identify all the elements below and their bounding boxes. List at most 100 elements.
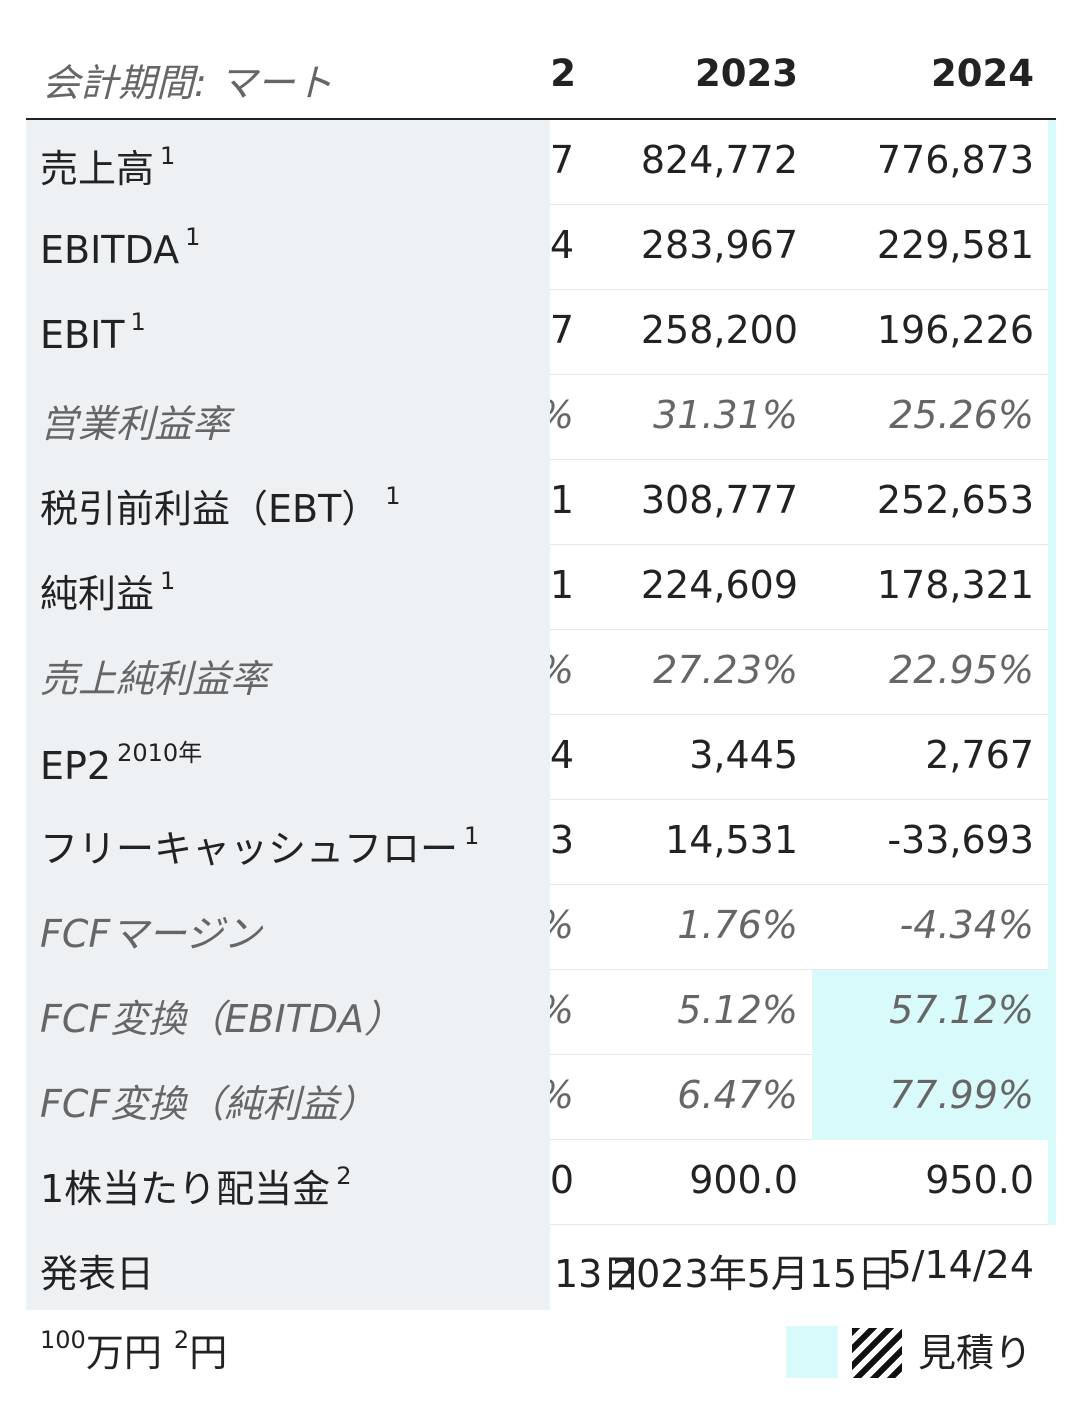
row-label-text: EP2 — [40, 744, 112, 788]
table-row: 売上純利益率% 27.23% 22.95% — [26, 630, 1056, 715]
value-2024: 25.26% — [889, 393, 1034, 437]
row-label-text: 税引前利益（EBT） — [40, 487, 380, 531]
row-label-cell: EBIT 1 — [26, 290, 550, 375]
table-row: 1株当たり配当金 2 0 900.0 950.0 — [26, 1140, 1056, 1225]
table-header: 会計期間: マート 2022 2023 2024 — [26, 34, 1056, 120]
row-label-text: EBITDA — [40, 228, 180, 272]
footnote-marker: 1 — [160, 567, 176, 595]
value-2023: 824,772 — [640, 138, 798, 182]
clipped-year-header: 2022 — [552, 52, 576, 95]
clipped-prior-value: 4 — [550, 223, 574, 271]
clipped-prior-text: % — [550, 393, 574, 437]
financial-table: 会計期間: マート 2022 2023 2024 売上高17824,772776… — [26, 34, 1056, 1310]
table-row: EP2 2010年 4 3,445 2,767 — [26, 715, 1056, 800]
clipped-prior-text: % — [550, 1073, 574, 1117]
row-label-cell: 1株当たり配当金 2 — [26, 1140, 550, 1225]
period-label: 会計期間: マート — [42, 61, 333, 105]
clipped-prior-text: % — [550, 988, 574, 1032]
clipped-prior-text: 4 — [550, 223, 574, 267]
value-2023: 900.0 — [689, 1158, 798, 1202]
table-row: 営業利益率% 31.31% 25.26% — [26, 375, 1056, 460]
estimate-highlight — [812, 1055, 1056, 1140]
row-label-cell: EP2 2010年 — [26, 715, 550, 800]
value-2023: 283,967 — [640, 223, 798, 267]
row-label: フリーキャッシュフロー 1 — [40, 818, 479, 873]
clipped-prior-value: % — [550, 648, 574, 696]
row-label: 発表日 — [40, 1252, 155, 1296]
value-2023: 5.12% — [677, 988, 798, 1032]
row-label: 税引前利益（EBT） 1 — [40, 478, 401, 533]
clipped-prior-value: 4 — [550, 733, 574, 781]
table-row: 税引前利益（EBT） 1 1 308,777 252,653 — [26, 460, 1056, 545]
estimate-strip — [1048, 630, 1056, 715]
clipped-prior-value: 1 — [550, 478, 574, 526]
footnote-marker: 1 — [160, 142, 176, 170]
estimate-strip — [1048, 715, 1056, 800]
table-row: フリーキャッシュフロー 1 3 14,531 -33,693 — [26, 800, 1056, 885]
table-row: 純利益 1 1 224,609 178,321 — [26, 545, 1056, 630]
footnote-marker: 2 — [336, 1162, 352, 1190]
row-label-cell: 発表日 — [26, 1225, 550, 1310]
row-label: 営業利益率 — [40, 393, 230, 448]
row-label-text: 1株当たり配当金 — [40, 1167, 331, 1211]
clipped-prior-text: 1 — [550, 478, 574, 522]
value-2023: 6.47% — [677, 1073, 798, 1117]
year-header-2023[interactable]: 2023 — [695, 52, 798, 95]
footnote-marker: 2010年 — [117, 739, 203, 767]
estimate-strip — [1048, 885, 1056, 970]
value-2023: 224,609 — [640, 563, 798, 607]
legend-estimate-hatch-icon — [852, 1328, 902, 1378]
row-label: EP2 2010年 — [40, 733, 202, 788]
value-2024: 178,321 — [876, 563, 1034, 607]
table-row: FCF変換（純利益）% 6.47% 77.99% — [26, 1055, 1056, 1140]
row-label-cell: 税引前利益（EBT） 1 — [26, 460, 550, 545]
row-label: FCF変換（純利益） — [40, 1073, 376, 1128]
date-2023: 2023年5月15日 — [612, 1252, 896, 1296]
table-row: 売上高 1 7 824,772 776,873 — [26, 120, 1056, 205]
value-2024: 229,581 — [876, 223, 1034, 267]
year-header-2024[interactable]: 2024 — [931, 52, 1034, 95]
row-label-cell: 売上高 1 — [26, 120, 550, 205]
row-label: EBITDA 1 — [40, 223, 200, 272]
row-label-text: FCF変換（EBITDA） — [40, 997, 403, 1041]
value-2023: 1.76% — [677, 903, 798, 947]
clipped-prior-value: 7 — [550, 308, 574, 356]
clipped-prior-value: % — [550, 903, 574, 951]
table-row: EBITDA 1 4 283,967 229,581 — [26, 205, 1056, 290]
row-label-text: 営業利益率 — [40, 402, 231, 446]
clipped-date: 13日 — [554, 1252, 641, 1296]
estimate-strip — [1048, 460, 1056, 545]
row-label-text: 純利益 — [40, 572, 155, 616]
row-label: 売上純利益率 — [40, 648, 268, 703]
value-2024: 2,767 — [925, 733, 1034, 777]
row-label-text: FCFマージン — [40, 912, 262, 956]
footnote-marker: 1 — [385, 482, 401, 510]
clipped-prior-text: 1 — [550, 563, 574, 607]
row-label-cell: FCFマージン — [26, 885, 550, 970]
value-2024: 22.95% — [889, 648, 1034, 692]
value-2024: 196,226 — [876, 308, 1034, 352]
value-2024: 950.0 — [925, 1158, 1034, 1202]
clipped-prior-text: 0 — [550, 1158, 574, 1202]
row-label-text: フリーキャッシュフロー — [40, 827, 459, 871]
unit-2: 円 — [189, 1331, 228, 1375]
table-row: FCFマージン% 1.76% -4.34% — [26, 885, 1056, 970]
row-label-text: 売上高 — [40, 147, 155, 191]
value-2023: 14,531 — [665, 818, 798, 862]
row-label: 1株当たり配当金 2 — [40, 1158, 351, 1213]
footnote-marker: 1 — [185, 223, 201, 251]
table-row-announcement-date: 発表日 13日 2023年5月15日 5/14/24 — [26, 1225, 1056, 1310]
row-label-cell: FCF変換（純利益） — [26, 1055, 550, 1140]
row-label: 純利益 1 — [40, 563, 175, 618]
row-label: FCFマージン — [40, 903, 262, 958]
table-row: FCF変換（EBITDA）% 5.12% 57.12% — [26, 970, 1056, 1055]
value-2023: 258,200 — [640, 308, 798, 352]
row-label-text: FCF変換（純利益） — [40, 1082, 377, 1126]
clipped-prior-value: % — [550, 988, 574, 1036]
clipped-prior-text: % — [550, 648, 574, 692]
estimate-strip — [1048, 120, 1056, 205]
row-label-text: 売上純利益率 — [40, 657, 269, 701]
table-row: EBIT 1 7 258,200 196,226 — [26, 290, 1056, 375]
clipped-prior-text: 3 — [550, 818, 574, 862]
value-2024: -33,693 — [887, 818, 1034, 862]
